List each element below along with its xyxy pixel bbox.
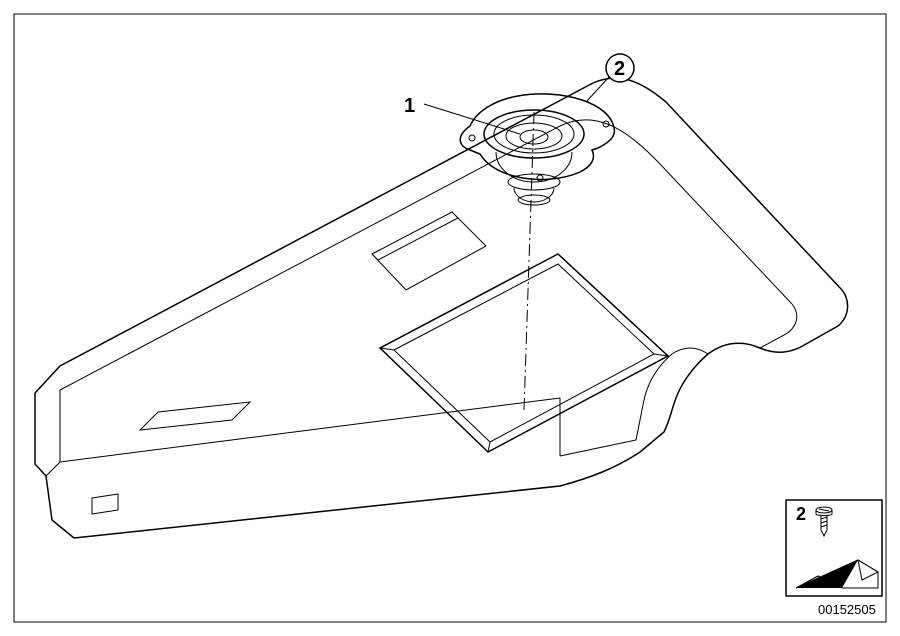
screw-icon bbox=[816, 507, 832, 536]
callout-2-label: 2 bbox=[614, 58, 625, 80]
rear-shelf-panel bbox=[35, 78, 848, 538]
callout-2: 2 bbox=[586, 54, 634, 102]
speaker-opening bbox=[380, 254, 668, 452]
alignment-axis bbox=[524, 112, 534, 410]
hardware-detail-box: 2 bbox=[786, 500, 882, 596]
parts-diagram: 1 2 2 00152505 bbox=[0, 0, 900, 636]
speaker-assembly bbox=[460, 94, 614, 205]
arrow-icon bbox=[796, 560, 878, 588]
detail-box-label: 2 bbox=[796, 504, 806, 524]
callout-1-label: 1 bbox=[404, 95, 415, 117]
part-number: 00152505 bbox=[818, 602, 876, 617]
